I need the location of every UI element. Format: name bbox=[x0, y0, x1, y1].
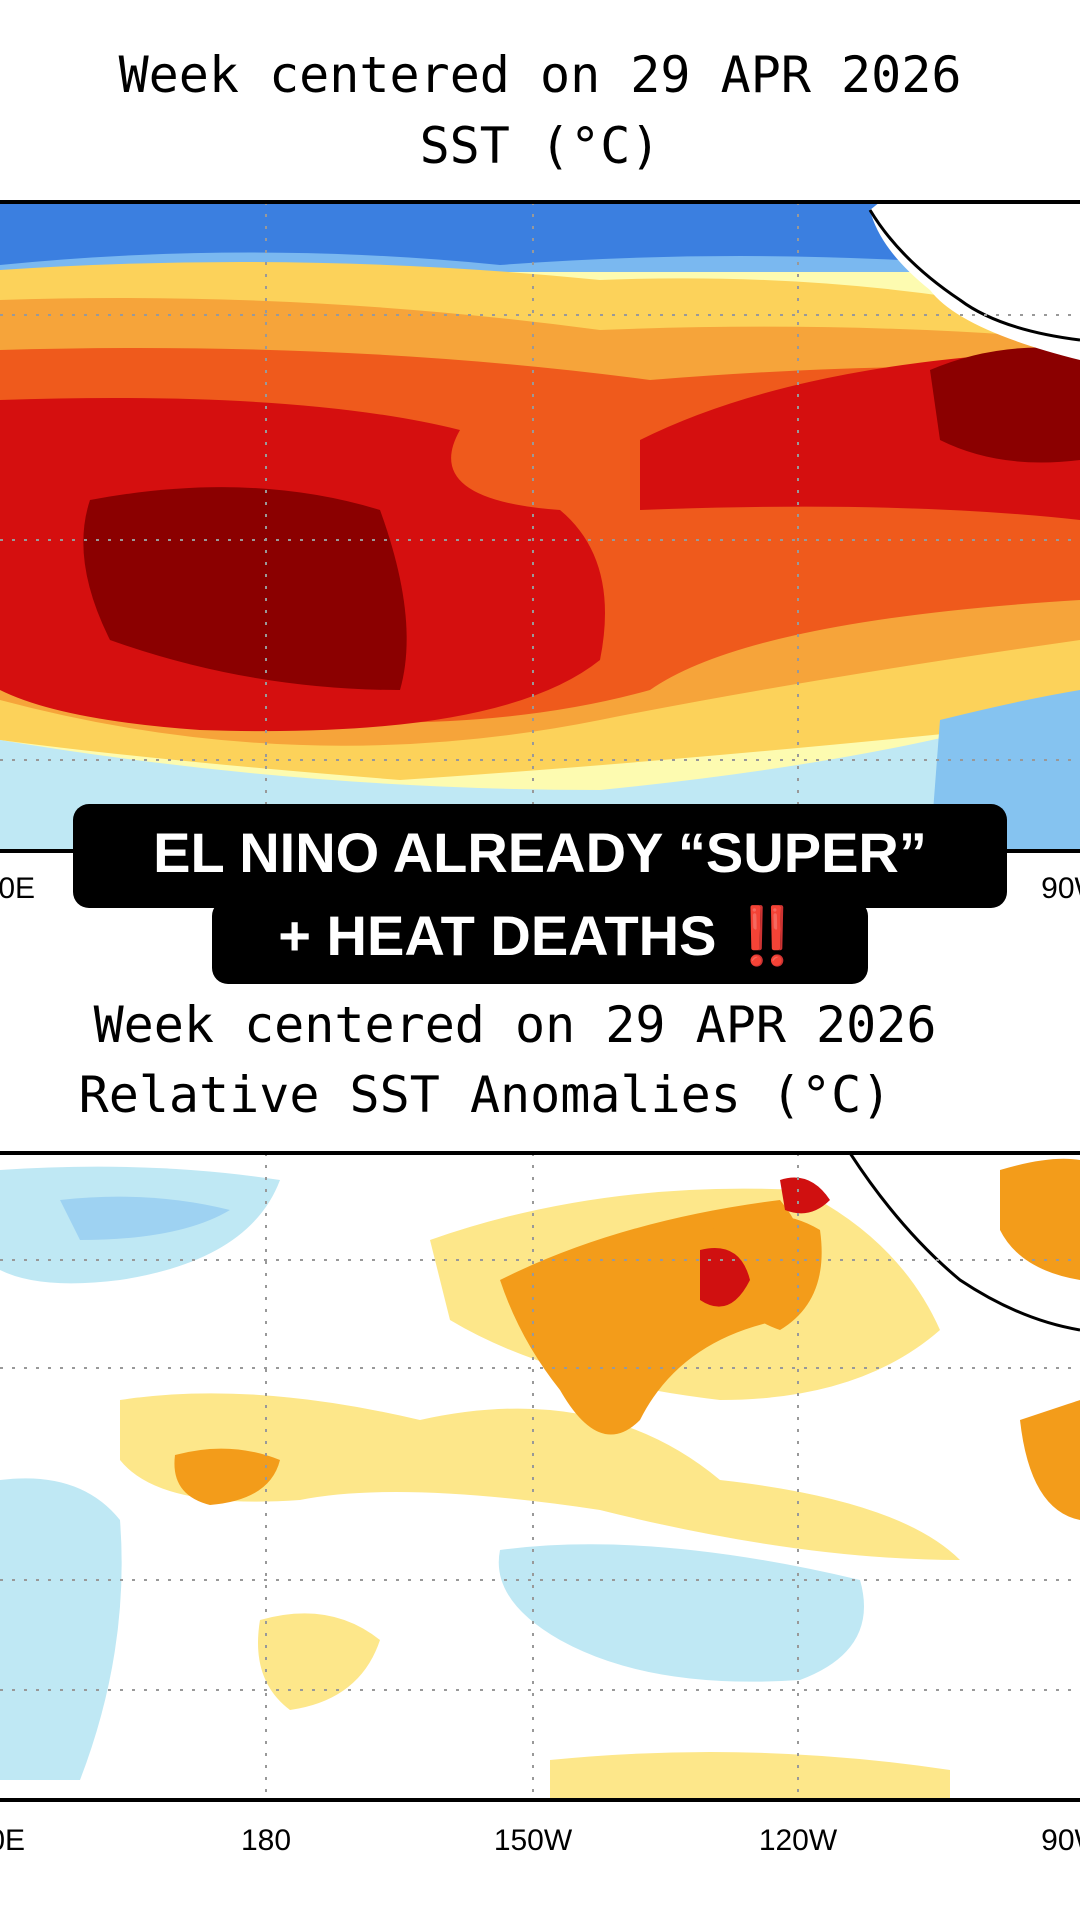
map-subtitle: SST (°C) bbox=[420, 117, 661, 175]
sst-map bbox=[0, 202, 1080, 851]
caption-line: + HEAT DEATHS ‼️ bbox=[278, 904, 801, 968]
caption-line: EL NINO ALREADY “SUPER” bbox=[153, 821, 927, 884]
anomaly-map bbox=[0, 1153, 1080, 1800]
lon-label: 150W bbox=[494, 1824, 573, 1857]
lon-label: 90W bbox=[1041, 1824, 1080, 1857]
lon-label: 180 bbox=[241, 1824, 291, 1857]
lon-label: 150E bbox=[0, 1824, 25, 1857]
caption-box bbox=[212, 900, 868, 984]
caption-box bbox=[73, 804, 1007, 908]
map-title: Week centered on 29 APR 2026 bbox=[94, 996, 937, 1054]
lon-label: 120W bbox=[759, 1824, 838, 1857]
lon-label: 90W bbox=[1041, 872, 1080, 905]
map-frame bbox=[0, 1151, 1080, 1802]
map-title: Week centered on 29 APR 2026 bbox=[119, 46, 962, 104]
lon-label: 150E bbox=[0, 872, 35, 905]
map-subtitle: Relative SST Anomalies (°C) bbox=[79, 1066, 892, 1124]
